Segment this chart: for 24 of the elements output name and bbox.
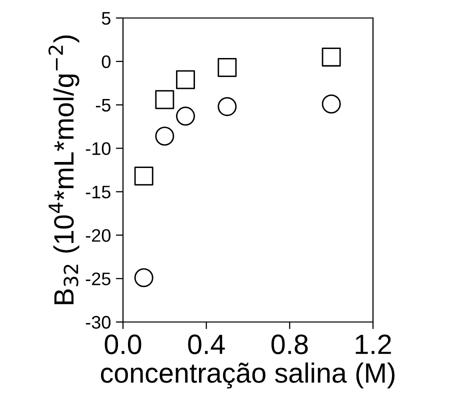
y-tick-label: -30	[86, 316, 110, 329]
x-tick-label: 0.0	[104, 334, 142, 354]
y-tick-label: 0	[102, 55, 110, 68]
point	[134, 268, 154, 288]
x-axis-title: concentração salina (M)	[100, 362, 394, 388]
point	[218, 97, 237, 116]
x-tick-label: 0.8	[271, 334, 308, 354]
x-tick-label: 1.2	[356, 334, 391, 354]
point	[322, 94, 341, 114]
y-tick-label: 5	[102, 12, 110, 25]
point	[134, 166, 154, 186]
point	[155, 90, 174, 110]
point	[218, 58, 237, 77]
y-tick-label: -5	[96, 98, 110, 112]
y-tick-label: -25	[86, 272, 110, 286]
point	[176, 70, 195, 90]
y-tick-label: -10	[86, 142, 110, 156]
point	[322, 48, 341, 67]
y-tick-label: -20	[86, 229, 110, 242]
point	[155, 126, 174, 146]
x-tick-label: 0.4	[188, 334, 225, 354]
y-axis-title: B$_{32}$ (10$^{4}$*mL*mol/g$^{−2}$)	[48, 35, 80, 304]
y-tick-label: -15	[86, 186, 110, 198]
point	[176, 106, 195, 126]
